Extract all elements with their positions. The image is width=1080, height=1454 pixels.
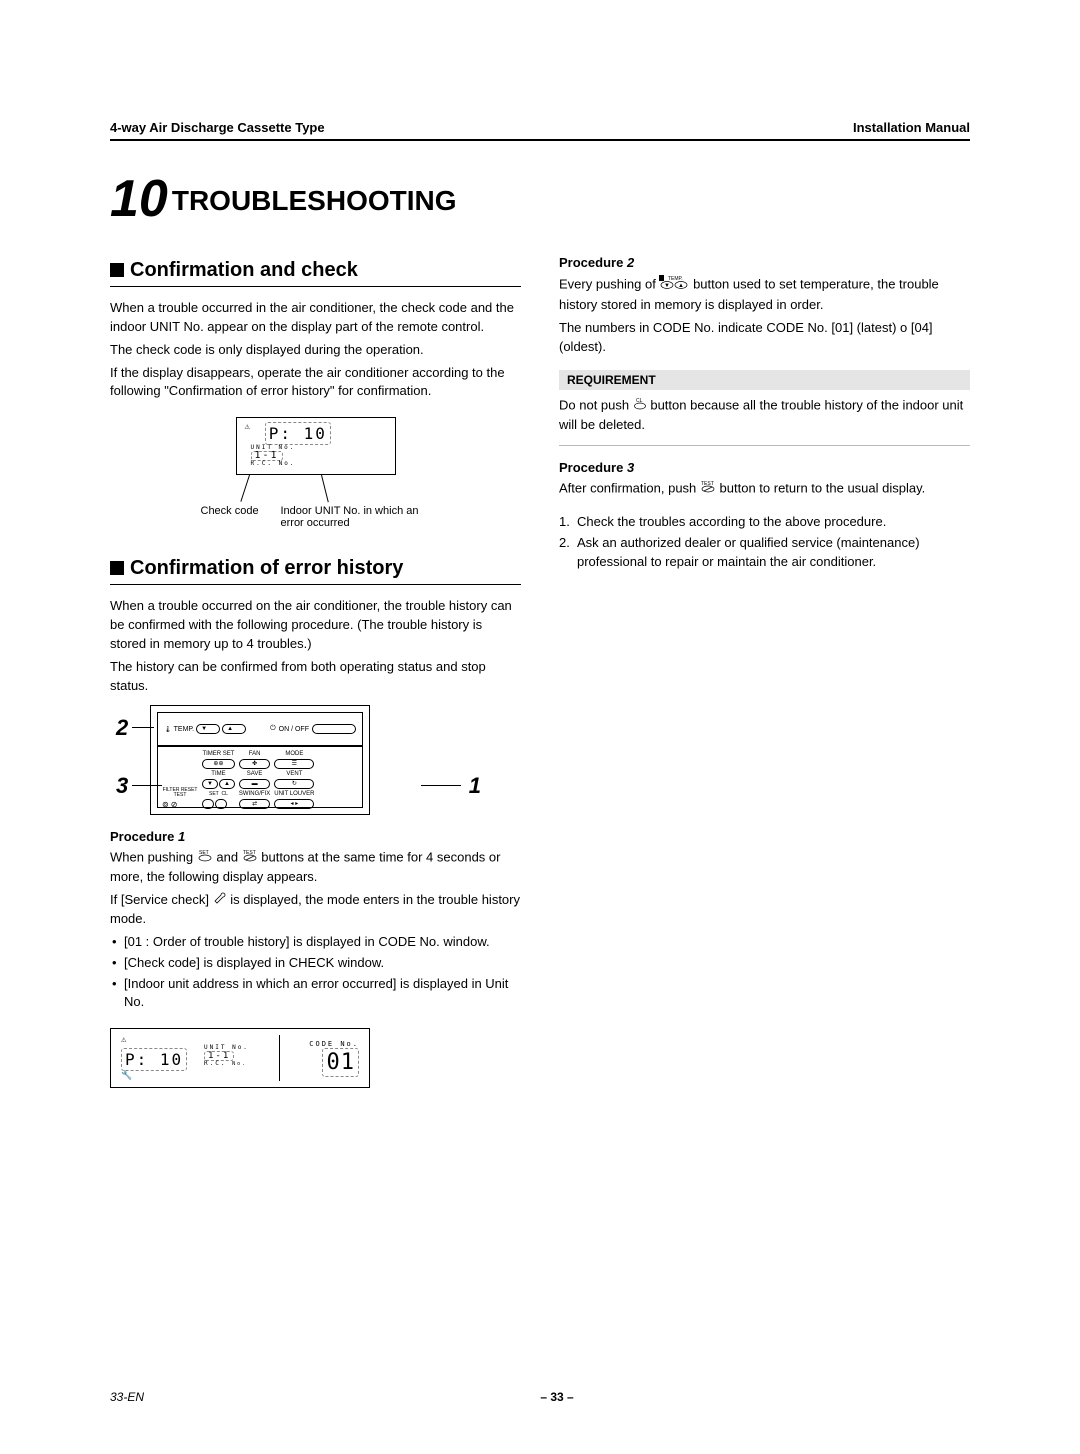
remote-vent-label: VENT	[274, 771, 314, 777]
section1-para1: When a trouble occurred in the air condi…	[110, 299, 521, 337]
remote-set-label: SET	[209, 791, 219, 797]
proc2-p1a: Every pushing of	[559, 276, 659, 291]
lcd1-rc-label: R.C.	[251, 460, 273, 467]
lcd-display-1: ⚠ P: 10 UNIT No. 1-1 R.C. No.	[236, 417, 396, 475]
figure-lcd-callouts: ⚠ P: 10 UNIT No. 1-1 R.C. No. Check code…	[110, 417, 521, 529]
remote-fan-label: FAN	[239, 751, 270, 757]
lcd2-unit-label: UNIT No.	[204, 1044, 249, 1051]
final-step-1: Check the troubles according to the abov…	[559, 513, 970, 532]
remote-test-label: TEST	[174, 792, 187, 798]
proc1-p1b: and	[216, 850, 241, 865]
proc1-p1a: When pushing	[110, 850, 197, 865]
procedure1-bullets: [01 : Order of trouble history] is displ…	[110, 933, 521, 1012]
section1-para3: If the display disappears, operate the a…	[110, 364, 521, 402]
lcd2-codelabel: CODE No.	[309, 1040, 359, 1048]
header-right-text: Installation Manual	[853, 120, 970, 135]
svg-text:▼: ▼	[664, 283, 670, 289]
proc2-label: Procedure	[559, 255, 623, 270]
divider	[559, 445, 970, 446]
remote-swingfix-label: SWING/FIX	[239, 791, 270, 797]
lcd2-code: 01	[322, 1048, 359, 1077]
right-column: Procedure 2 Every pushing of TEMP. ▼ ▲ b…	[559, 253, 970, 1104]
remote-timerset-label: TIMER SET	[202, 751, 235, 757]
footer-left: 33-EN	[110, 1390, 144, 1404]
remote-diagram-wrapper: 2 3 1 🌡 TEMP. ▼▲ ⏻ ON / OFF	[140, 705, 521, 815]
fig1-caption-left: Check code	[201, 505, 281, 529]
lcd2-rc-label: R.C.	[204, 1060, 226, 1067]
remote-unitlouver-label: UNIT LOUVER	[274, 791, 314, 797]
lcd-display-2: ⚠ P: 10 UNIT No. 1-1 R.C. No. 🔧 CODE No.…	[110, 1028, 370, 1088]
test-button-icon: TEST	[700, 479, 716, 499]
figure-lcd-2: ⚠ P: 10 UNIT No. 1-1 R.C. No. 🔧 CODE No.…	[110, 1028, 521, 1088]
header-left-text: 4-way Air Discharge Cassette Type	[110, 120, 325, 135]
section2-para2: The history can be confirmed from both o…	[110, 658, 521, 696]
proc1-p2a: If [Service check]	[110, 892, 213, 907]
cl-button-icon: CL	[633, 396, 647, 416]
square-bullet-icon	[110, 561, 124, 575]
section1-title-text: Confirmation and check	[130, 259, 358, 281]
proc2-number: 2	[627, 255, 634, 270]
remote-time-label: TIME	[202, 771, 235, 777]
requirement-text: Do not push CL button because all the tr…	[559, 396, 970, 435]
requirement-label: REQUIREMENT	[559, 370, 970, 390]
proc1-number: 1	[178, 829, 185, 844]
left-column: Confirmation and check When a trouble oc…	[110, 253, 521, 1104]
section1-para2: The check code is only displayed during …	[110, 341, 521, 360]
content-columns: Confirmation and check When a trouble oc…	[110, 253, 970, 1104]
procedure1-heading: Procedure 1	[110, 829, 521, 844]
temp-updown-icon: TEMP. ▼ ▲	[659, 274, 689, 296]
proc1-label: Procedure	[110, 829, 174, 844]
svg-text:▲: ▲	[678, 283, 684, 289]
section2-title-text: Confirmation of error history	[130, 557, 403, 579]
wrench-icon	[213, 891, 227, 910]
test-button-icon: TEST	[242, 848, 258, 868]
remote-onoff-label: ON / OFF	[279, 726, 309, 733]
procedure1-para2: If [Service check] is displayed, the mod…	[110, 891, 521, 929]
remote-cl-label: CL	[222, 791, 228, 797]
proc3-p1a: After confirmation, push	[559, 480, 700, 495]
procedure3-para1: After confirmation, push TEST button to …	[559, 479, 970, 499]
chapter-title-text: TROUBLESHOOTING	[172, 185, 457, 216]
page-footer: 33-EN – 33 –	[110, 1390, 970, 1404]
proc1-bullet2: [Check code] is displayed in CHECK windo…	[110, 954, 521, 973]
callout-num-1: 1	[469, 773, 481, 799]
remote-save-label: SAVE	[239, 771, 270, 777]
remote-mode-label: MODE	[274, 751, 314, 757]
section2-para1: When a trouble occurred on the air condi…	[110, 597, 521, 654]
final-steps-list: Check the troubles according to the abov…	[559, 513, 970, 572]
procedure2-para2: The numbers in CODE No. indicate CODE No…	[559, 319, 970, 357]
proc3-number: 3	[627, 460, 634, 475]
chapter-heading: 10TROUBLESHOOTING	[110, 169, 970, 229]
remote-controller-figure: 🌡 TEMP. ▼▲ ⏻ ON / OFF FILTER RESET TEST	[150, 705, 370, 815]
procedure2-para1: Every pushing of TEMP. ▼ ▲ button used t…	[559, 274, 970, 315]
proc3-p1b: button to return to the usual display.	[720, 480, 926, 495]
procedure2-heading: Procedure 2	[559, 255, 970, 270]
proc1-bullet3: [Indoor unit address in which an error o…	[110, 975, 521, 1013]
lcd1-checkcode: P: 10	[265, 422, 331, 445]
procedure1-para1: When pushing SET and TEST buttons at the…	[110, 848, 521, 887]
procedure3-heading: Procedure 3	[559, 460, 970, 475]
square-bullet-icon	[110, 263, 124, 277]
svg-text:TEMP.: TEMP.	[668, 276, 683, 282]
section1-heading: Confirmation and check	[110, 259, 521, 287]
set-button-icon: SET	[197, 848, 213, 868]
callout-num-3: 3	[116, 773, 128, 799]
proc3-label: Procedure	[559, 460, 623, 475]
final-step-2: Ask an authorized dealer or qualified se…	[559, 534, 970, 572]
page-header: 4-way Air Discharge Cassette Type Instal…	[110, 120, 970, 141]
section2-heading: Confirmation of error history	[110, 557, 521, 585]
footer-page-number: – 33 –	[540, 1390, 573, 1404]
proc1-bullet1: [01 : Order of trouble history] is displ…	[110, 933, 521, 952]
callout-num-2: 2	[116, 715, 128, 741]
lcd2-checkcode: P: 10	[121, 1048, 187, 1071]
fig1-caption-right: Indoor UNIT No. in which an error occurr…	[281, 505, 431, 529]
req-text-a: Do not push	[559, 398, 633, 413]
remote-temp-label: TEMP.	[174, 726, 195, 733]
chapter-number: 10	[110, 170, 168, 228]
